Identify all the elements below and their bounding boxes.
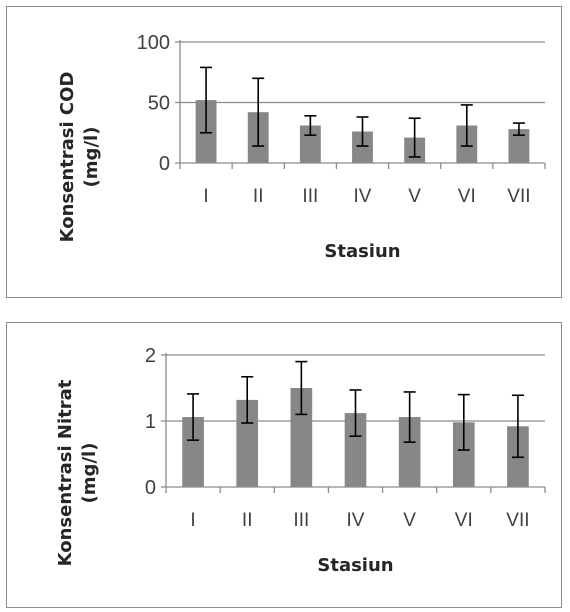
- bar: [344, 413, 367, 487]
- bar: [236, 399, 259, 487]
- y-tick-label: 100: [137, 32, 170, 54]
- y-tick-label: 1: [145, 411, 156, 433]
- y-axis-title-line: (mg/l): [79, 443, 100, 504]
- x-category-label: VII: [507, 186, 530, 207]
- x-category-label: IV: [354, 186, 372, 207]
- y-axis-title-line: Konsentrasi Nitrat: [55, 379, 76, 566]
- y-axis-title-line: (mg/l): [81, 127, 102, 188]
- x-category-label: II: [253, 186, 264, 207]
- x-category-label: VII: [506, 510, 529, 531]
- y-axis-title-line: Konsentrasi COD: [57, 72, 78, 243]
- x-axis-title: Stasiun: [324, 241, 400, 262]
- x-category-label: III: [302, 186, 318, 207]
- bar: [290, 388, 313, 487]
- x-category-label: I: [190, 510, 195, 531]
- bar: [182, 417, 204, 487]
- x-axis-title: Stasiun: [317, 555, 393, 576]
- x-category-label: V: [408, 186, 421, 207]
- bar: [352, 131, 373, 163]
- x-category-label: V: [403, 510, 416, 531]
- x-category-label: II: [242, 510, 253, 531]
- y-tick-label: 2: [145, 345, 156, 367]
- x-category-label: VI: [455, 510, 473, 531]
- y-tick-label: 50: [148, 93, 170, 115]
- x-category-label: VI: [458, 186, 476, 207]
- bar: [398, 417, 421, 487]
- x-category-label: I: [203, 186, 208, 207]
- x-category-label: III: [293, 510, 309, 531]
- nitrat-chart-panel: 0 1 2 I II III IV V VI VII Stasiun Konsentrasi Nitr…: [6, 322, 562, 608]
- bar: [452, 422, 475, 487]
- bar: [508, 129, 530, 163]
- y-tick-label: 0: [145, 477, 156, 499]
- y-tick-label: 0: [159, 153, 170, 175]
- x-category-label: IV: [347, 510, 365, 531]
- cod-chart-panel: 0 50 100 I II III IV V VI VII Stasiun Konsentrasi C…: [6, 6, 562, 298]
